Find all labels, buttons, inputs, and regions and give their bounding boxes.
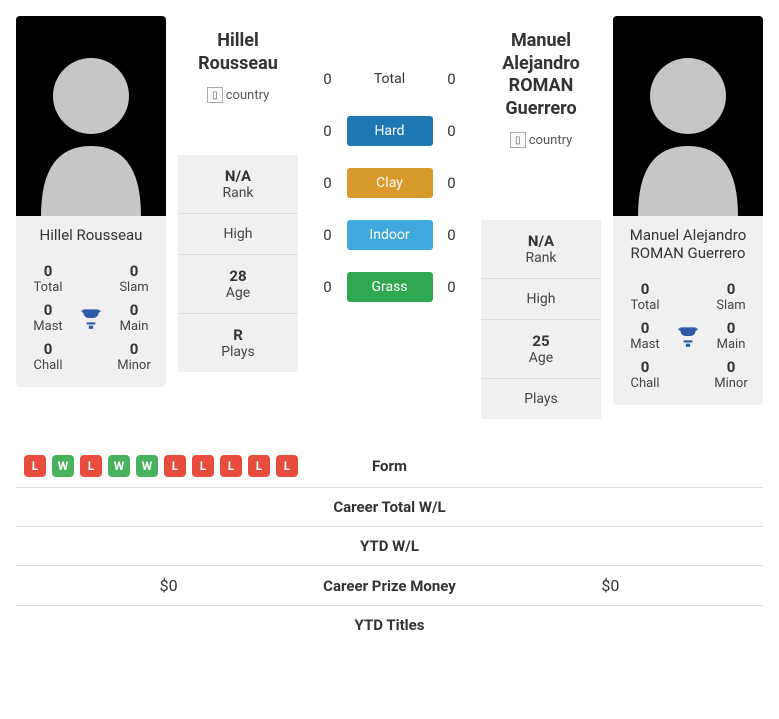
form-badge: L: [220, 455, 242, 477]
row-career-wl: Career Total W/L: [16, 488, 763, 527]
p2-high: High: [481, 279, 601, 320]
player2-country: ▯country: [510, 132, 573, 148]
p1-minor: 0Minor: [108, 340, 160, 373]
form-badge: L: [24, 455, 46, 477]
player2-card: Manuel Alejandro ROMAN Guerrero 0Total 0…: [613, 16, 763, 405]
p1-rank: N/ARank: [178, 155, 298, 214]
player1-card: Hillel Rousseau 0Total 0Slam 0Mast 0Main…: [16, 16, 166, 387]
p1-form-badges: LWLWWLLLLL: [24, 455, 362, 477]
surface-h2h: 0 Total 0 0 Hard 0 0 Clay 0 0 Indoor 0 0…: [310, 16, 469, 302]
form-badge: W: [108, 455, 130, 477]
player1-info-col: Hillel Rousseau ▯country N/ARank High 28…: [178, 16, 298, 372]
surface-row-clay: 0 Clay 0: [310, 168, 469, 198]
row-form: LWLWWLLLLL Form: [16, 445, 763, 488]
row-prize: $0 Career Prize Money $0: [16, 566, 763, 606]
row-ytd-wl: YTD W/L: [16, 527, 763, 566]
player1-name-small: Hillel Rousseau: [16, 216, 166, 254]
surface-row-total: 0 Total 0: [310, 64, 469, 94]
form-badge: L: [164, 455, 186, 477]
p2-slam: 0Slam: [705, 280, 757, 313]
player2-silhouette: [613, 16, 763, 216]
surface-row-indoor: 0 Indoor 0: [310, 220, 469, 250]
player1-mini-stats: 0Total 0Slam 0Mast 0Main 0Chall 0Minor: [16, 254, 166, 387]
p1-main: 0Main: [108, 301, 160, 334]
comparison-list: LWLWWLLLLL Form Career Total W/L YTD W/L…: [16, 445, 763, 644]
p2-rank: N/ARank: [481, 220, 601, 279]
p2-minor: 0Minor: [705, 358, 757, 391]
player1-country: ▯country: [207, 87, 270, 103]
form-badge: W: [52, 455, 74, 477]
form-badge: L: [248, 455, 270, 477]
form-badge: L: [276, 455, 298, 477]
top-row: Hillel Rousseau 0Total 0Slam 0Mast 0Main…: [16, 16, 763, 419]
p2-total: 0Total: [619, 280, 671, 313]
player1-name-big: Hillel Rousseau: [178, 30, 298, 75]
surface-row-grass: 0 Grass 0: [310, 272, 469, 302]
player2-name-big: Manuel Alejandro ROMAN Guerrero: [481, 30, 601, 120]
p2-plays: Plays: [481, 379, 601, 419]
p1-mast: 0Mast: [22, 301, 74, 334]
player2-info-col: Manuel Alejandro ROMAN Guerrero ▯country…: [481, 16, 601, 419]
p1-chall: 0Chall: [22, 340, 74, 373]
p1-slam: 0Slam: [108, 262, 160, 295]
p1-high: High: [178, 214, 298, 255]
form-badge: L: [80, 455, 102, 477]
p1-total: 0Total: [22, 262, 74, 295]
player2-mini-stats: 0Total 0Slam 0Mast 0Main 0Chall 0Minor: [613, 272, 763, 405]
trophy-icon: [78, 301, 104, 334]
row-ytd-titles: YTD Titles: [16, 606, 763, 644]
p1-plays: RPlays: [178, 314, 298, 372]
p2-chall: 0Chall: [619, 358, 671, 391]
p1-age: 28Age: [178, 255, 298, 314]
p2-age: 25Age: [481, 320, 601, 379]
form-badge: W: [136, 455, 158, 477]
player2-name-small: Manuel Alejandro ROMAN Guerrero: [613, 216, 763, 272]
p2-mast: 0Mast: [619, 319, 671, 352]
surface-row-hard: 0 Hard 0: [310, 116, 469, 146]
player1-silhouette: [16, 16, 166, 216]
trophy-icon: [675, 319, 701, 352]
form-badge: L: [192, 455, 214, 477]
p2-main: 0Main: [705, 319, 757, 352]
